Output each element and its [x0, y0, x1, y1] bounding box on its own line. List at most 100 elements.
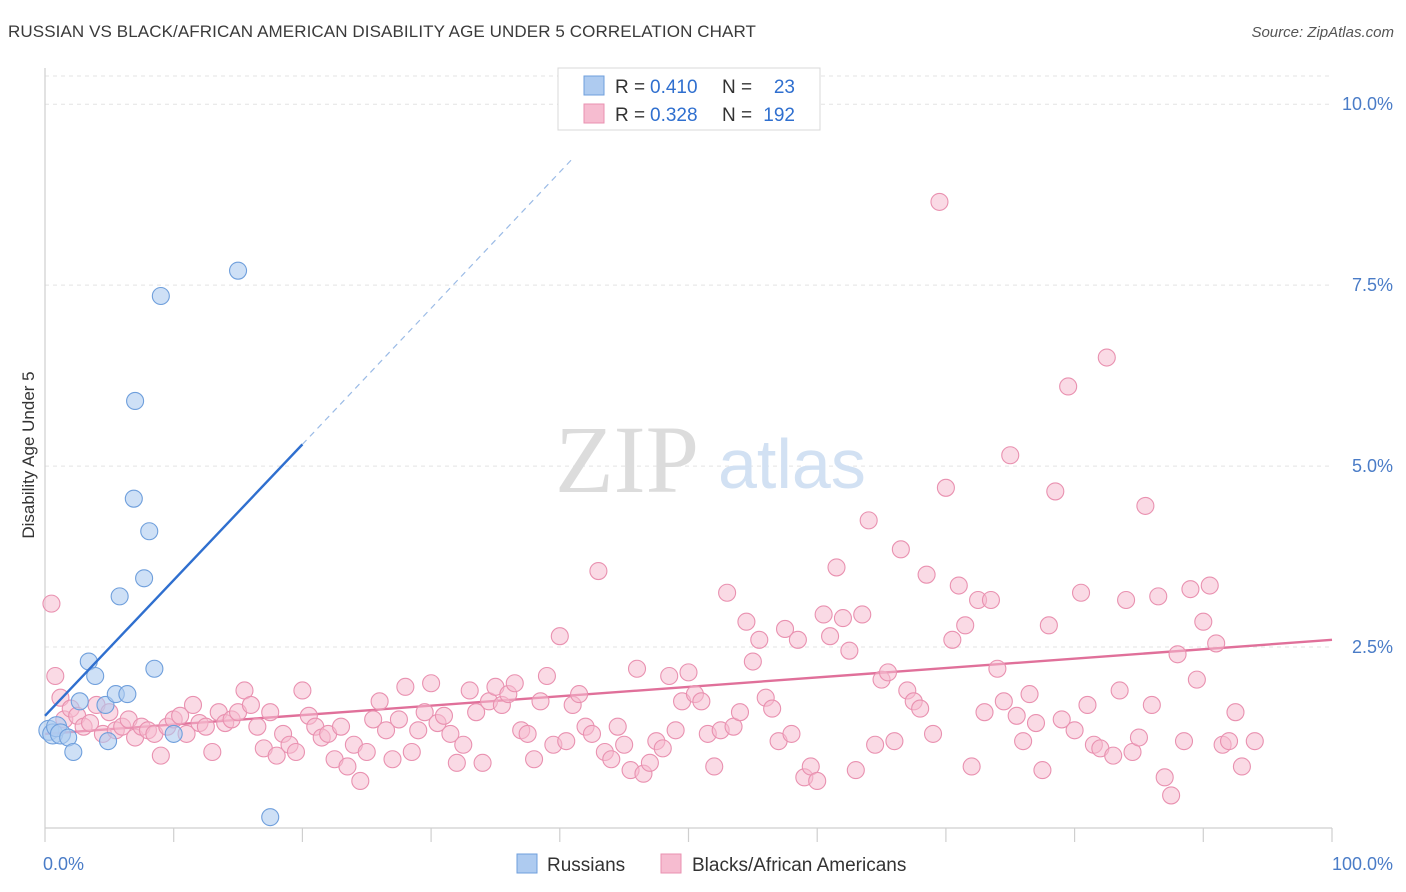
points-russians	[38, 261, 280, 827]
point-russians-19	[151, 286, 170, 306]
point-blacks-58	[409, 721, 428, 740]
point-blacks-144	[962, 757, 981, 776]
point-blacks-140	[936, 478, 955, 497]
point-blacks-165	[1097, 348, 1116, 367]
legend-n-value-russians: 23	[774, 77, 795, 98]
point-blacks-126	[846, 761, 865, 780]
point-blacks-177	[1174, 732, 1194, 751]
chart-source: Source: ZipAtlas.com	[1251, 24, 1394, 41]
point-blacks-35	[261, 703, 280, 722]
point-blacks-152	[1014, 732, 1033, 751]
point-blacks-180	[1194, 612, 1213, 631]
point-blacks-172	[1142, 695, 1161, 715]
point-blacks-50	[357, 742, 376, 762]
point-russians-13	[118, 685, 137, 704]
point-blacks-7	[80, 713, 100, 733]
point-blacks-138	[923, 724, 943, 743]
point-blacks-51	[364, 710, 383, 729]
y-tick-label-0: 2.5%	[1352, 637, 1393, 657]
point-blacks-129	[866, 735, 885, 754]
point-blacks-106	[718, 583, 737, 602]
grid-lines	[45, 75, 1332, 648]
point-blacks-73	[505, 674, 524, 693]
y-tick-label-1: 5.0%	[1352, 456, 1393, 476]
point-russians-18	[145, 659, 164, 678]
point-blacks-65	[454, 735, 473, 754]
point-russians-12	[110, 587, 129, 606]
point-blacks-57	[402, 742, 421, 762]
point-blacks-53	[377, 721, 396, 740]
point-blacks-142	[949, 576, 968, 595]
point-russians-8	[86, 666, 105, 686]
y-tick-labels: 2.5% 5.0% 7.5% 10.0%	[1342, 94, 1393, 657]
point-blacks-173	[1149, 587, 1168, 606]
point-blacks-94	[640, 753, 659, 772]
point-blacks-187	[1245, 732, 1264, 751]
point-blacks-120	[808, 771, 827, 791]
point-blacks-175	[1162, 786, 1181, 805]
point-blacks-81	[557, 732, 576, 751]
legend-r-value-russians: 0.410	[650, 77, 698, 98]
point-blacks-157	[1046, 482, 1065, 501]
point-blacks-174	[1155, 768, 1174, 787]
point-blacks-168	[1117, 590, 1136, 610]
point-blacks-141	[943, 630, 962, 649]
series-legend: Russians Blacks/African Americans	[516, 853, 906, 876]
x-tick-labels: 0.0% 100.0%	[43, 854, 1393, 874]
point-blacks-36	[267, 746, 286, 765]
x-ticks	[44, 828, 1333, 842]
point-blacks-78	[537, 666, 556, 686]
point-blacks-117	[788, 630, 807, 649]
point-blacks-64	[447, 753, 466, 772]
point-blacks-39	[286, 742, 306, 762]
trend-line-russians-solid	[44, 443, 304, 717]
point-russians-16	[135, 569, 154, 588]
point-russians-6	[70, 692, 89, 711]
point-blacks-160	[1065, 721, 1084, 740]
chart-title: RUSSIAN VS BLACK/AFRICAN AMERICAN DISABI…	[8, 22, 757, 41]
point-blacks-66	[460, 681, 479, 700]
point-blacks-23	[183, 695, 203, 715]
point-blacks-186	[1232, 757, 1251, 776]
point-blacks-96	[653, 739, 672, 758]
point-blacks-100	[679, 663, 698, 682]
point-blacks-102	[692, 692, 711, 711]
watermark: ZIP atlas	[555, 406, 866, 513]
point-blacks-149	[994, 692, 1013, 711]
point-blacks-33	[248, 717, 267, 736]
point-blacks-185	[1226, 703, 1245, 722]
point-blacks-167	[1110, 681, 1129, 700]
point-blacks-182	[1207, 634, 1226, 653]
point-blacks-184	[1219, 732, 1239, 751]
point-blacks-178	[1181, 580, 1200, 599]
point-blacks-166	[1104, 746, 1123, 765]
point-blacks-56	[396, 677, 415, 696]
y-tick-label-3: 10.0%	[1342, 94, 1393, 114]
point-blacks-0	[42, 594, 61, 613]
point-russians-10	[99, 732, 118, 751]
point-russians-14	[124, 489, 143, 508]
stats-legend: R = 0.410 N = 23 R = 0.328 N = 192	[557, 67, 821, 131]
point-blacks-139	[930, 192, 949, 211]
point-blacks-143	[956, 616, 975, 635]
point-blacks-98	[666, 721, 685, 740]
point-blacks-54	[383, 750, 402, 769]
point-blacks-133	[891, 540, 910, 559]
points-blacks	[42, 192, 1264, 805]
point-blacks-86	[589, 561, 608, 581]
point-russians-22	[261, 808, 280, 827]
point-blacks-181	[1200, 576, 1219, 595]
x-tick-label-max: 100.0%	[1332, 854, 1393, 874]
point-blacks-97	[660, 666, 679, 686]
legend-n-value-blacks: 192	[763, 105, 795, 126]
x-tick-label-min: 0.0%	[43, 854, 84, 874]
point-blacks-108	[730, 703, 750, 722]
watermark-zip: ZIP	[555, 406, 699, 513]
point-blacks-132	[885, 732, 904, 751]
point-blacks-113	[763, 699, 782, 718]
point-blacks-125	[840, 641, 859, 660]
point-blacks-115	[775, 619, 795, 639]
point-blacks-88	[602, 750, 621, 769]
point-blacks-151	[1007, 706, 1026, 725]
